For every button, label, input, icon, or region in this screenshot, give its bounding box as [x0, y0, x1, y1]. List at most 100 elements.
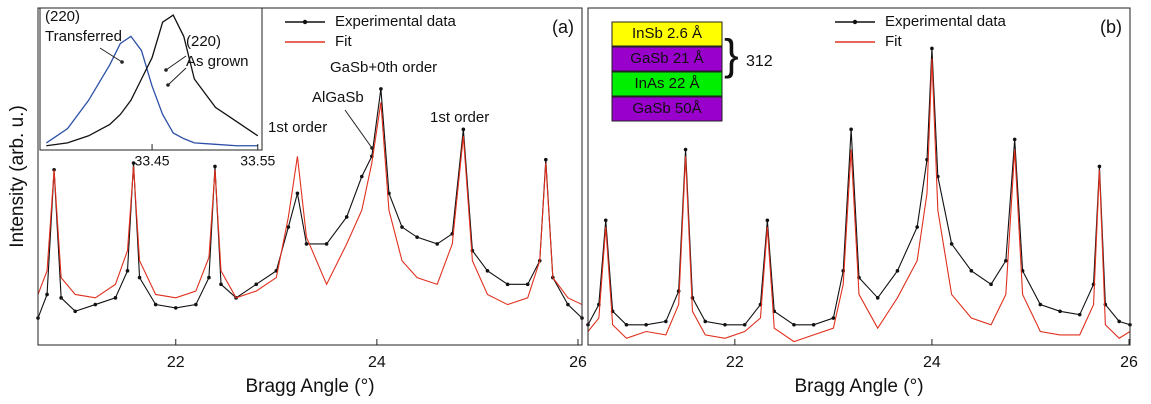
annotation: Transferred: [45, 28, 122, 45]
data-point: [989, 282, 993, 287]
arrow-head: [166, 83, 170, 87]
series-line: [45, 35, 258, 147]
data-point: [505, 282, 510, 287]
data-point: [1038, 302, 1043, 307]
bracket: }: [724, 31, 739, 80]
annotation-arrow: [99, 47, 123, 63]
plot-frame: [587, 7, 1131, 346]
data-point: [359, 174, 364, 179]
data-point: [435, 242, 440, 246]
annotation: AlGaSb: [312, 89, 364, 106]
x-tick-label: 33.55: [240, 153, 275, 169]
data-point: [153, 302, 158, 307]
data-point: [676, 289, 681, 293]
x-tick-label: 24: [368, 354, 386, 371]
panel-label: (b): [1100, 17, 1122, 37]
data-point: [1097, 164, 1102, 169]
data-point: [1058, 309, 1062, 314]
x-tick-label: 22: [167, 354, 185, 371]
x-tick-label: 26: [569, 354, 587, 371]
data-point: [664, 319, 668, 324]
annotation-arrow: [165, 55, 187, 71]
bracket-label: 312: [746, 53, 773, 70]
data-point: [125, 269, 130, 273]
data-point: [831, 316, 836, 320]
arrow-head: [120, 60, 124, 64]
layer-label: InSb 2.6 Å: [632, 25, 702, 42]
annotation: (220): [45, 8, 80, 25]
annotation: 1st order: [268, 119, 327, 136]
data-point: [603, 218, 608, 223]
data-point: [930, 46, 934, 51]
legend-label: Experimental data: [885, 13, 1007, 30]
series-line: [587, 58, 1131, 343]
data-point: [1117, 319, 1121, 324]
annotation: As grown: [186, 53, 249, 70]
y-axis-label: Intensity (arb. u.): [7, 105, 28, 248]
data-point: [173, 306, 178, 310]
data-point: [969, 269, 974, 273]
legend-marker: [852, 19, 858, 25]
data-point: [254, 282, 259, 287]
inset-background: [40, 8, 262, 150]
series-line: [37, 102, 583, 306]
data-point: [324, 242, 329, 246]
x-tick-label: 24: [923, 354, 941, 371]
data-point: [461, 127, 466, 132]
layer-label: GaSb 21 Å: [630, 50, 703, 67]
data-point: [379, 87, 383, 91]
data-point: [485, 269, 490, 273]
data-point: [219, 282, 223, 287]
data-point: [742, 322, 747, 327]
x-tick-label: 26: [1120, 354, 1138, 371]
data-point: [949, 242, 954, 246]
data-point: [683, 147, 688, 152]
plot-frame: [37, 7, 583, 346]
layer-box: [611, 71, 723, 97]
plot-frame: [39, 7, 263, 151]
data-point: [344, 215, 349, 219]
arrow-head: [164, 68, 168, 72]
data-point: [915, 225, 919, 229]
data-point: [304, 242, 309, 246]
data-point: [703, 319, 708, 324]
legend-label: Fit: [335, 33, 352, 50]
layer-box: [611, 21, 723, 47]
x-axis-label: Bragg Angle (°): [245, 376, 374, 397]
data-point: [544, 157, 548, 162]
legend-marker: [302, 19, 308, 25]
layer-label: InAs 22 Å: [634, 75, 699, 92]
data-point: [566, 302, 570, 307]
data-point: [792, 322, 796, 327]
x-tick-label: 22: [726, 354, 744, 371]
data-point: [194, 302, 198, 307]
data-point: [811, 322, 816, 327]
data-point: [1077, 312, 1082, 317]
data-point: [137, 275, 142, 280]
data-point: [644, 322, 648, 327]
data-point: [113, 296, 118, 300]
data-point: [45, 292, 49, 297]
data-point: [295, 191, 300, 196]
annotation: (220): [186, 33, 221, 50]
layer-box: [611, 96, 723, 122]
x-axis-label: Bragg Angle (°): [794, 376, 923, 397]
data-point: [525, 282, 530, 287]
data-point: [93, 302, 98, 307]
data-point: [131, 161, 136, 165]
series-line: [587, 48, 1131, 326]
layer-box: [611, 46, 723, 72]
data-point: [73, 309, 78, 314]
series-line: [46, 14, 259, 147]
annotation-arrow: [344, 109, 373, 149]
data-point: [765, 218, 770, 223]
data-point: [1004, 258, 1008, 263]
layer-label: GaSb 50Å: [632, 100, 701, 117]
data-point: [849, 127, 853, 132]
data-point: [286, 225, 291, 229]
x-tick-label: 33.45: [135, 153, 170, 169]
data-point: [213, 164, 217, 169]
annotation: 1st order: [430, 109, 489, 126]
arrow-head: [370, 146, 374, 150]
